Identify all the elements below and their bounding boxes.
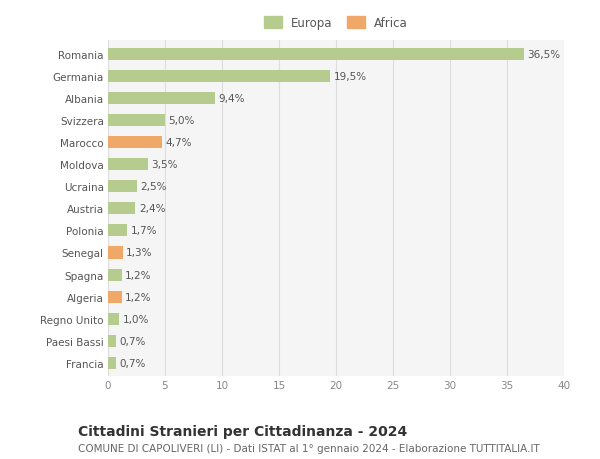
Text: Cittadini Stranieri per Cittadinanza - 2024: Cittadini Stranieri per Cittadinanza - 2…: [78, 425, 407, 438]
Text: 3,5%: 3,5%: [151, 160, 178, 170]
Legend: Europa, Africa: Europa, Africa: [264, 17, 408, 30]
Text: 2,5%: 2,5%: [140, 182, 166, 192]
Bar: [108, 93, 215, 105]
Text: 5,0%: 5,0%: [169, 116, 195, 126]
Text: 4,7%: 4,7%: [165, 138, 191, 148]
Bar: [108, 291, 122, 303]
Bar: [108, 203, 136, 215]
Bar: [108, 181, 137, 193]
Text: 36,5%: 36,5%: [527, 50, 560, 60]
Text: 1,2%: 1,2%: [125, 270, 152, 280]
Text: COMUNE DI CAPOLIVERI (LI) - Dati ISTAT al 1° gennaio 2024 - Elaborazione TUTTITA: COMUNE DI CAPOLIVERI (LI) - Dati ISTAT a…: [78, 443, 540, 453]
Text: 0,7%: 0,7%: [119, 358, 146, 368]
Bar: [108, 137, 161, 149]
Bar: [108, 313, 119, 325]
Text: 1,7%: 1,7%: [131, 226, 157, 236]
Bar: [108, 159, 148, 171]
Text: 1,0%: 1,0%: [123, 314, 149, 324]
Text: 2,4%: 2,4%: [139, 204, 165, 214]
Bar: [108, 225, 127, 237]
Bar: [108, 247, 123, 259]
Bar: [108, 335, 116, 347]
Bar: [108, 49, 524, 61]
Bar: [108, 269, 122, 281]
Text: 1,2%: 1,2%: [125, 292, 152, 302]
Text: 0,7%: 0,7%: [119, 336, 146, 346]
Text: 1,3%: 1,3%: [126, 248, 153, 258]
Bar: [108, 71, 331, 83]
Text: 9,4%: 9,4%: [218, 94, 245, 104]
Text: 19,5%: 19,5%: [334, 72, 367, 82]
Bar: [108, 115, 165, 127]
Bar: [108, 357, 116, 369]
